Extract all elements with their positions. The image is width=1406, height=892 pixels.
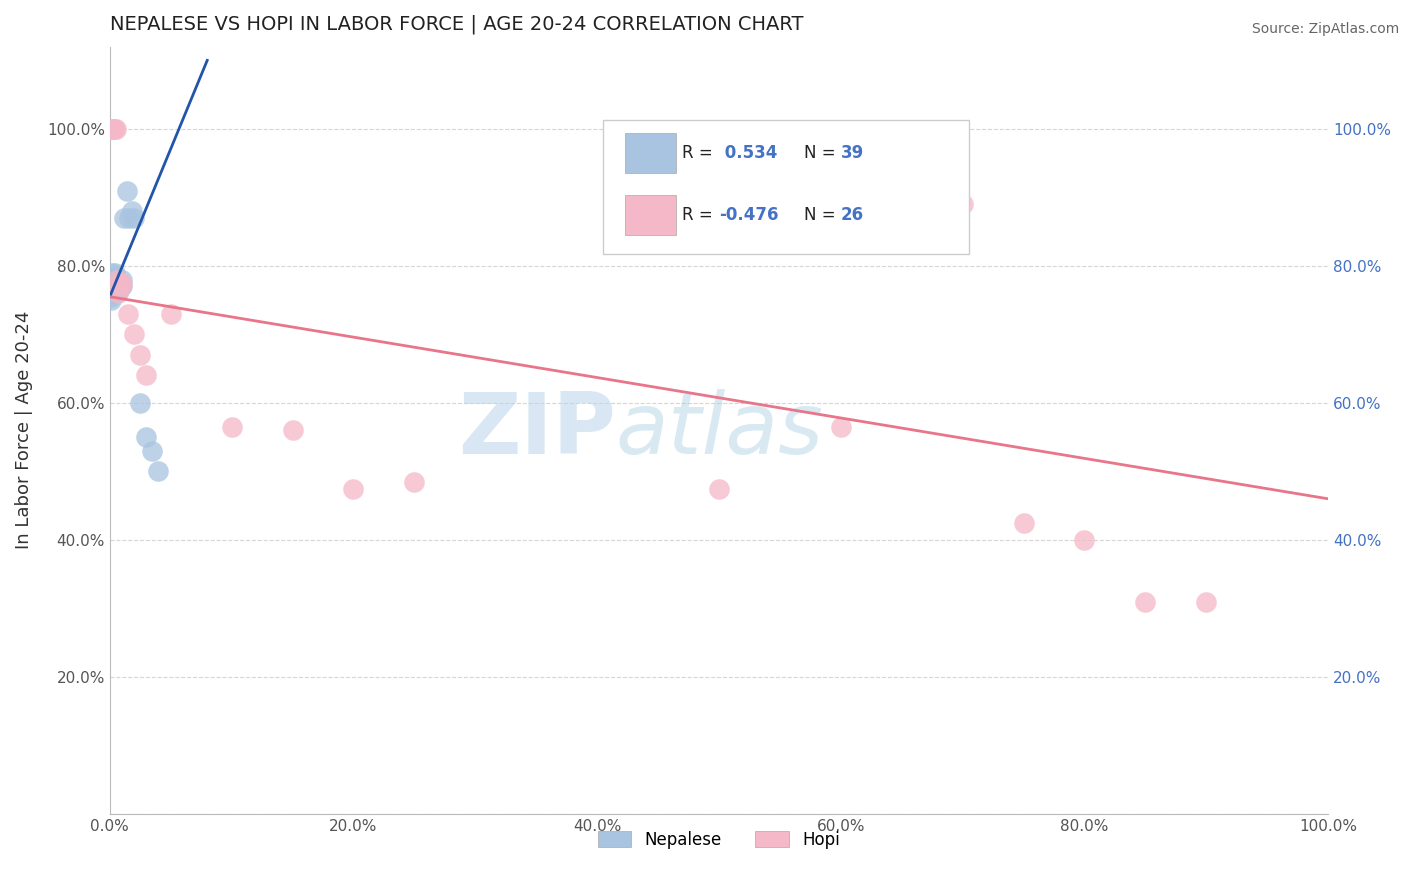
Point — [105, 276, 128, 290]
Text: R =: R = — [682, 206, 718, 224]
Point — [135, 368, 157, 383]
Point — [111, 272, 134, 286]
Point — [1195, 594, 1218, 608]
Point — [111, 276, 134, 290]
Text: 26: 26 — [841, 206, 863, 224]
Point — [107, 276, 129, 290]
Point — [100, 290, 122, 304]
Point — [104, 276, 127, 290]
Point — [112, 211, 135, 225]
Point — [108, 283, 131, 297]
Point — [1073, 533, 1095, 547]
Point — [141, 443, 163, 458]
Point — [1135, 594, 1157, 608]
Point — [707, 482, 730, 496]
Text: ZIP: ZIP — [457, 389, 616, 472]
FancyBboxPatch shape — [626, 194, 676, 235]
Point — [221, 420, 243, 434]
Point — [104, 121, 127, 136]
Point — [101, 276, 124, 290]
Point — [100, 286, 122, 301]
Point — [101, 121, 124, 136]
Point — [159, 307, 181, 321]
Point — [101, 286, 124, 301]
Legend: Nepalese, Hopi: Nepalese, Hopi — [592, 824, 846, 855]
Point — [135, 430, 157, 444]
Point — [100, 272, 122, 286]
Point — [103, 269, 125, 284]
Point — [100, 279, 122, 293]
Point — [104, 283, 127, 297]
Text: N =: N = — [804, 145, 841, 162]
Point — [105, 279, 128, 293]
Point — [129, 348, 152, 362]
Point — [111, 279, 134, 293]
Point — [952, 197, 974, 211]
Point — [115, 184, 138, 198]
Point — [110, 279, 132, 293]
Point — [129, 396, 152, 410]
Y-axis label: In Labor Force | Age 20-24: In Labor Force | Age 20-24 — [15, 311, 32, 549]
Text: N =: N = — [804, 206, 841, 224]
Point — [281, 423, 304, 437]
Text: 39: 39 — [841, 145, 865, 162]
Text: Source: ZipAtlas.com: Source: ZipAtlas.com — [1251, 22, 1399, 37]
Point — [110, 279, 132, 293]
Point — [148, 464, 170, 478]
Point — [103, 121, 125, 136]
Point — [342, 482, 364, 496]
Text: atlas: atlas — [616, 389, 824, 472]
Point — [101, 266, 124, 280]
Point — [100, 293, 122, 307]
Point — [108, 279, 131, 293]
Point — [103, 279, 125, 293]
Text: R =: R = — [682, 145, 718, 162]
Text: NEPALESE VS HOPI IN LABOR FORCE | AGE 20-24 CORRELATION CHART: NEPALESE VS HOPI IN LABOR FORCE | AGE 20… — [110, 15, 803, 35]
Point — [104, 272, 127, 286]
FancyBboxPatch shape — [603, 120, 969, 254]
Point — [122, 327, 145, 342]
Point — [110, 276, 132, 290]
Text: 0.534: 0.534 — [718, 145, 778, 162]
Point — [121, 204, 143, 219]
Point — [100, 121, 122, 136]
Point — [104, 266, 127, 280]
Point — [103, 276, 125, 290]
Point — [404, 475, 426, 489]
Point — [105, 286, 128, 301]
Point — [830, 420, 852, 434]
Point — [107, 286, 129, 301]
Point — [117, 307, 139, 321]
Point — [104, 276, 127, 290]
Point — [105, 272, 128, 286]
Point — [103, 272, 125, 286]
Point — [1012, 516, 1035, 530]
FancyBboxPatch shape — [626, 134, 676, 173]
Point — [101, 279, 124, 293]
Point — [118, 211, 141, 225]
Point — [122, 211, 145, 225]
Point — [107, 279, 129, 293]
Point — [104, 121, 127, 136]
Text: -0.476: -0.476 — [718, 206, 779, 224]
Point — [108, 276, 131, 290]
Point — [104, 269, 127, 284]
